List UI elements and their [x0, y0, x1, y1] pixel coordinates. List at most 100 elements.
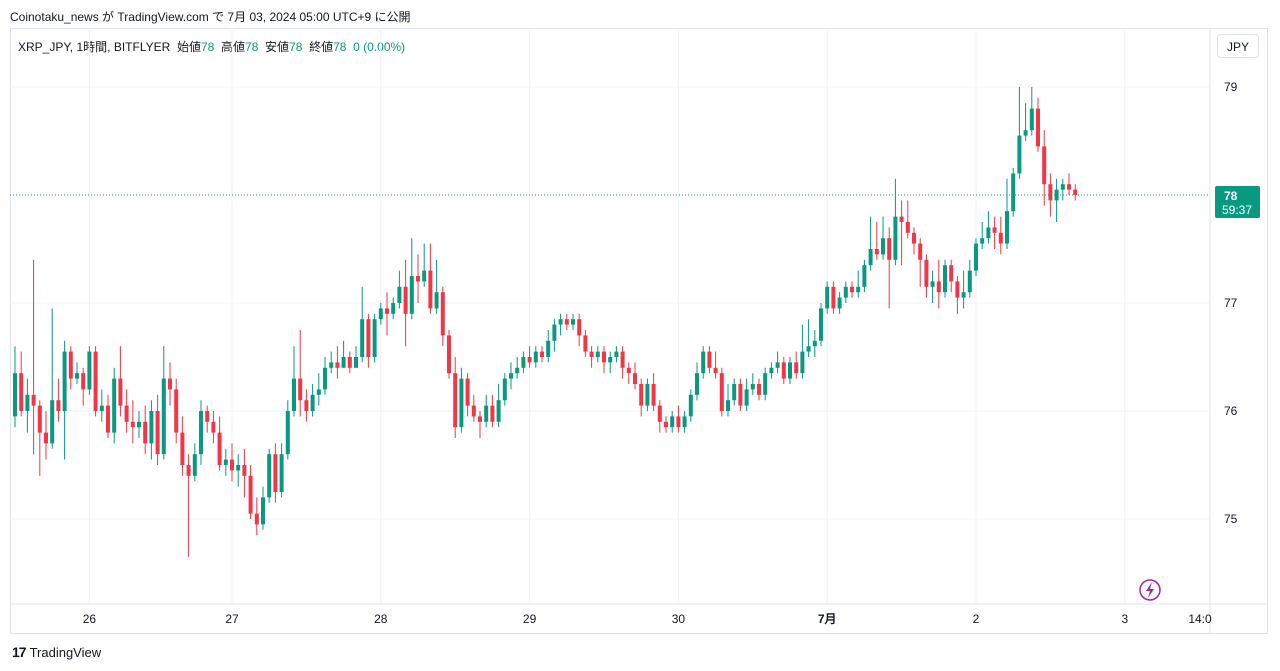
candle — [744, 378, 749, 411]
candle-body — [447, 335, 451, 374]
candle — [788, 357, 792, 384]
candle — [887, 227, 892, 309]
candle-body — [664, 421, 668, 428]
candle — [1036, 97, 1040, 152]
open-label: 始値 — [176, 40, 201, 54]
candle — [81, 367, 86, 406]
candle — [236, 454, 241, 487]
candle-body — [161, 378, 166, 455]
candle — [106, 394, 110, 438]
candle — [608, 351, 613, 374]
candle — [682, 411, 687, 433]
candle — [267, 448, 272, 503]
candle — [1054, 178, 1059, 222]
candle-body — [1023, 130, 1028, 136]
candle-body — [918, 243, 923, 260]
candle — [261, 486, 265, 530]
candle-body — [781, 362, 786, 379]
candle-body — [347, 357, 352, 368]
candle — [360, 286, 365, 363]
candle-body — [292, 378, 296, 411]
candle-body — [912, 232, 916, 244]
time-tick-label: 30 — [672, 612, 686, 626]
symbol-label[interactable]: XRP_JPY, 1時間, BITFLYER — [18, 40, 171, 54]
candle — [1060, 178, 1065, 201]
candle-body — [130, 421, 135, 428]
candle — [738, 378, 743, 411]
candle-body — [68, 351, 73, 379]
candle-body — [87, 351, 92, 390]
candle-body — [106, 405, 110, 433]
candle — [99, 389, 104, 422]
candle — [992, 216, 997, 249]
candle — [279, 443, 284, 498]
candle-body — [1005, 211, 1009, 244]
candle — [174, 378, 179, 444]
candle — [112, 367, 117, 444]
candle — [490, 394, 495, 428]
tradingview-brand[interactable]: 17 TradingView — [12, 644, 101, 660]
candle — [391, 297, 396, 320]
candle — [769, 362, 774, 379]
candle-body — [713, 367, 718, 374]
candle-body — [1042, 146, 1047, 185]
price-tick-label: 75 — [1224, 512, 1238, 526]
candle-body — [992, 227, 997, 233]
candle — [484, 394, 489, 428]
candle — [292, 346, 296, 417]
candle — [800, 324, 805, 379]
candle-body — [707, 351, 712, 368]
candle — [87, 346, 92, 395]
candle — [223, 448, 228, 476]
candle-body — [695, 373, 699, 395]
last-price-tag: 78 59:37 — [1215, 186, 1260, 218]
candle — [385, 292, 389, 336]
candle — [19, 351, 24, 417]
candle — [230, 443, 234, 482]
candle-body — [434, 292, 439, 309]
candle-body — [1054, 189, 1059, 201]
candle-body — [459, 378, 464, 428]
candle — [465, 373, 470, 417]
candle — [478, 411, 482, 438]
candle-body — [199, 411, 203, 455]
candle-body — [620, 351, 625, 368]
candle-body — [1036, 108, 1040, 147]
candle-body — [298, 378, 303, 401]
candle-body — [366, 319, 371, 357]
currency-button[interactable]: JPY — [1217, 34, 1259, 58]
candle — [37, 400, 42, 476]
candle — [955, 276, 960, 314]
lightning-icon[interactable] — [1139, 579, 1161, 601]
candle — [812, 330, 817, 357]
candle — [825, 281, 830, 314]
candle-body — [571, 319, 575, 325]
candle — [998, 216, 1003, 255]
candle-body — [806, 346, 811, 352]
candle — [254, 497, 259, 536]
close-value: 78 — [333, 40, 347, 54]
candle-body — [478, 416, 482, 422]
candle-body — [540, 351, 544, 357]
candle-body — [924, 259, 929, 287]
candle-body — [546, 340, 551, 357]
candle — [298, 330, 303, 417]
candle — [447, 330, 451, 379]
candle — [695, 362, 699, 401]
candle — [1029, 87, 1034, 136]
candle — [757, 378, 761, 401]
candle-body — [552, 324, 557, 341]
candle-body — [310, 394, 315, 411]
candle — [595, 346, 600, 363]
axes: 79 77 76 75 26 27 28 29 30 7月 2 3 14:0 — [10, 28, 1268, 634]
candle — [726, 384, 730, 417]
candle — [199, 400, 203, 465]
candle-body — [217, 432, 222, 465]
candle-body — [378, 308, 383, 320]
candle — [893, 178, 898, 266]
candle-body — [1011, 173, 1016, 212]
candle-body — [688, 394, 693, 417]
candle — [335, 346, 340, 379]
candle-body — [279, 454, 284, 492]
